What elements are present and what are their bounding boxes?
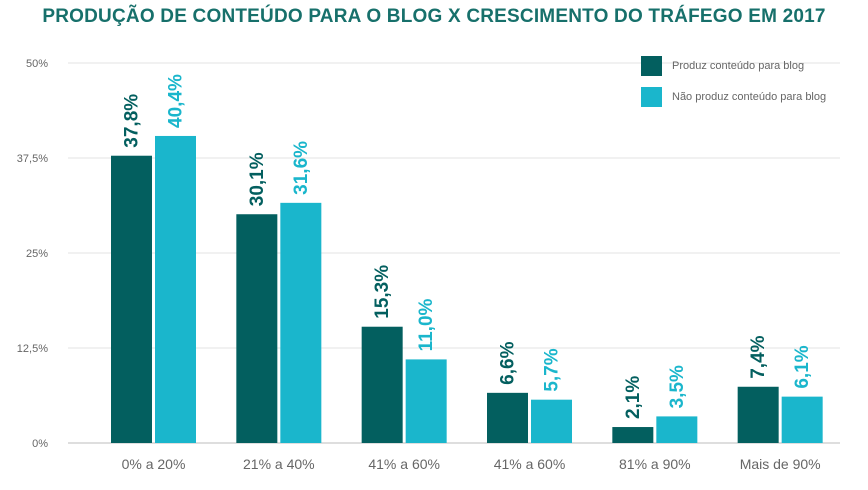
legend-item-produz: Produz conteúdo para blog [641, 56, 826, 76]
value-labels: 37,8% 40,4% 30,1% 31,6% 15,3% 11,0% 6,6% 5,7% 2,… [122, 74, 814, 419]
value-label: 30,1% [247, 152, 268, 206]
legend-swatch-produz [641, 56, 662, 76]
bar-nao-produz [781, 396, 823, 443]
bar-produz [361, 326, 403, 443]
legend-label-produz: Produz conteúdo para blog [672, 60, 805, 72]
bar-produz [111, 155, 152, 443]
x-axis: 0% a 20% 21% a 40% 41% a 60% 41% a 60% 81% a… [122, 456, 821, 472]
y-tick-label: 12,5% [17, 343, 48, 355]
value-label: 15,3% [372, 265, 393, 319]
y-tick-label: 0% [32, 438, 48, 450]
value-label: 7,4% [748, 335, 769, 378]
x-tick-label: Mais de 90% [740, 456, 821, 472]
bars [111, 135, 823, 443]
bar-produz [236, 214, 278, 443]
bar-nao-produz [531, 399, 572, 443]
value-label: 6,6% [498, 341, 519, 384]
value-label: 40,4% [166, 74, 187, 128]
bar-nao-produz [280, 202, 322, 443]
bar-produz [612, 427, 654, 443]
value-label: 6,1% [792, 345, 813, 388]
bar-nao-produz [656, 416, 698, 443]
y-tick-label: 25% [26, 248, 48, 260]
x-tick-label: 41% a 60% [368, 456, 440, 472]
gridlines [68, 62, 840, 444]
y-axis: 0% 12,5% 25% 37,5% 50% [17, 58, 48, 450]
bar-produz [487, 392, 528, 443]
legend-label-nao-produz: Não produz conteúdo para blog [672, 91, 827, 103]
value-label: 37,8% [122, 94, 143, 148]
x-tick-label: 21% a 40% [243, 456, 315, 472]
bar-produz [737, 386, 779, 443]
legend-item-nao-produz: Não produz conteúdo para blog [641, 87, 826, 107]
legend-swatch-nao-produz [641, 87, 662, 107]
value-label: 5,7% [542, 348, 563, 391]
value-label: 2,1% [623, 376, 644, 419]
value-label: 11,0% [416, 298, 437, 351]
value-label: 3,5% [667, 365, 688, 408]
bar-nao-produz [155, 135, 196, 443]
x-tick-label: 0% a 20% [122, 456, 186, 472]
x-tick-label: 41% a 60% [494, 456, 566, 472]
x-tick-label: 81% a 90% [619, 456, 691, 472]
y-tick-label: 50% [26, 58, 48, 70]
value-label: 31,6% [291, 141, 312, 195]
y-tick-label: 37,5% [17, 153, 48, 165]
bar-nao-produz [405, 359, 447, 443]
legend: Produz conteúdo para blog Não produz con… [641, 56, 826, 118]
chart-title: PRODUÇÃO DE CONTEÚDO PARA O BLOG X CRESC… [42, 6, 826, 27]
